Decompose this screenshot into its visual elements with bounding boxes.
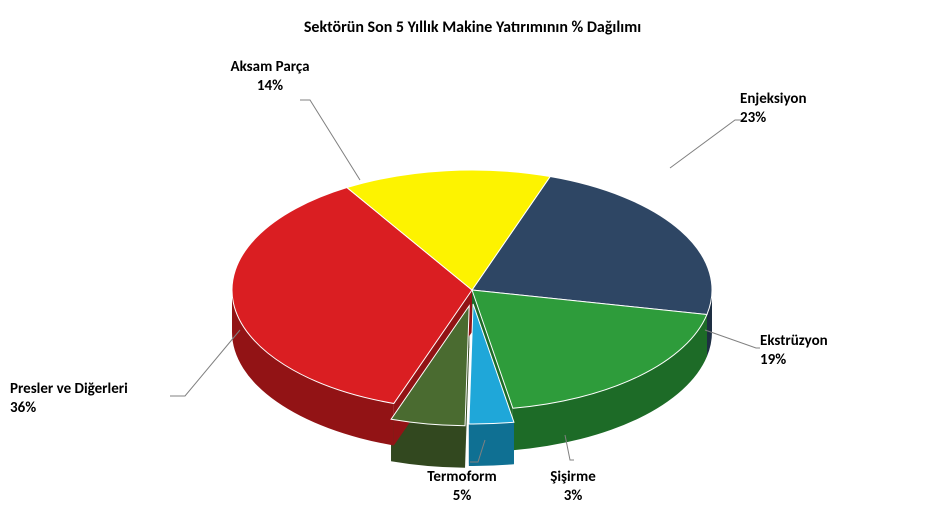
pie-svg xyxy=(0,0,945,531)
slice-label-ekstruzyon: Ekstrüzyon 19% xyxy=(760,332,828,370)
slice-name: Ekstrüzyon xyxy=(760,332,828,350)
slice-pct: 19% xyxy=(760,351,828,370)
leader-enjeksiyon xyxy=(670,120,742,168)
leader-presler xyxy=(170,330,240,396)
slice-pct: 14% xyxy=(231,77,310,96)
slice-pct: 23% xyxy=(740,109,807,128)
slice-name: Şişirme xyxy=(550,468,596,486)
slice-label-presler: Presler ve Diğerleri 36% xyxy=(10,380,128,418)
slice-label-enjeksiyon: Enjeksiyon 23% xyxy=(740,90,807,128)
leader-ekstruzyon xyxy=(705,330,760,348)
slice-pct: 36% xyxy=(10,399,128,418)
slice-label-aksam: Aksam Parça 14% xyxy=(231,58,310,96)
slice-pct: 3% xyxy=(550,487,596,506)
leader-aksam xyxy=(300,100,360,180)
slice-name: Enjeksiyon xyxy=(740,90,807,108)
pie-chart-3d: Sektörün Son 5 Yıllık Makine Yatırımının… xyxy=(0,0,945,531)
chart-title: Sektörün Son 5 Yıllık Makine Yatırımının… xyxy=(0,18,945,37)
slice-label-termoform: Termoform 5% xyxy=(427,468,496,506)
slice-wall-sisirme xyxy=(469,422,514,466)
slice-label-sisirme: Şişirme 3% xyxy=(550,468,596,506)
slice-name: Termoform xyxy=(427,468,496,486)
slice-name: Aksam Parça xyxy=(231,58,310,76)
slice-pct: 5% xyxy=(427,487,496,506)
slice-name: Presler ve Diğerleri xyxy=(10,380,128,398)
